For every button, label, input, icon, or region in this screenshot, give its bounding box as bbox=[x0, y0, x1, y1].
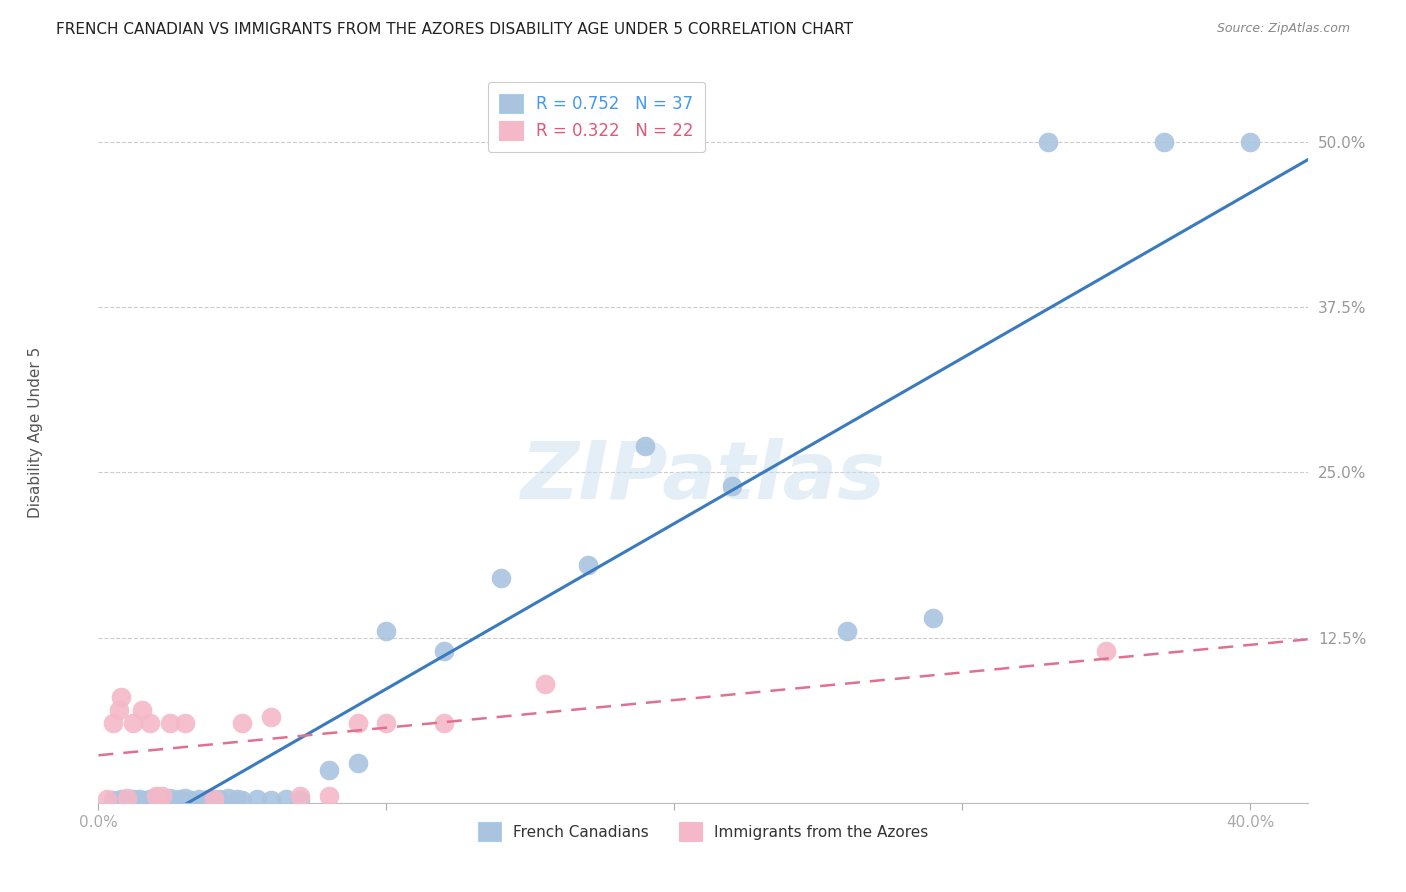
Point bbox=[260, 710, 283, 724]
Point bbox=[318, 763, 340, 777]
Point bbox=[346, 716, 368, 731]
Point bbox=[208, 792, 231, 806]
Point bbox=[202, 792, 225, 806]
Point bbox=[110, 792, 132, 806]
Point bbox=[101, 716, 124, 731]
Point bbox=[288, 793, 311, 807]
Point bbox=[197, 792, 219, 806]
Point bbox=[1095, 644, 1118, 658]
Point bbox=[634, 439, 657, 453]
Point bbox=[246, 792, 269, 806]
Point bbox=[260, 793, 283, 807]
Point bbox=[225, 792, 247, 806]
Point bbox=[835, 624, 858, 638]
Point bbox=[274, 792, 297, 806]
Y-axis label: Disability Age Under 5: Disability Age Under 5 bbox=[28, 347, 42, 518]
Point bbox=[167, 792, 190, 806]
Point bbox=[720, 478, 742, 492]
Point bbox=[375, 624, 398, 638]
Point bbox=[231, 793, 253, 807]
Point bbox=[180, 793, 202, 807]
Point bbox=[1038, 135, 1060, 149]
Point bbox=[122, 792, 145, 806]
Point bbox=[107, 703, 129, 717]
Point bbox=[1239, 135, 1261, 149]
Point bbox=[150, 792, 173, 806]
Point bbox=[533, 677, 555, 691]
Point bbox=[115, 790, 138, 805]
Point bbox=[288, 789, 311, 804]
Text: ZIPatlas: ZIPatlas bbox=[520, 438, 886, 516]
Point bbox=[115, 793, 138, 807]
Point bbox=[433, 644, 456, 658]
Point bbox=[318, 789, 340, 804]
Point bbox=[433, 716, 456, 731]
Point bbox=[159, 716, 181, 731]
Point bbox=[131, 703, 153, 717]
Point bbox=[188, 792, 211, 806]
Point bbox=[491, 571, 513, 585]
Point bbox=[375, 716, 398, 731]
Point bbox=[122, 716, 145, 731]
Text: Source: ZipAtlas.com: Source: ZipAtlas.com bbox=[1216, 22, 1350, 36]
Point bbox=[96, 792, 118, 806]
Point bbox=[922, 610, 945, 624]
Point bbox=[139, 792, 162, 806]
Point bbox=[134, 793, 156, 807]
Point bbox=[128, 792, 150, 806]
Point bbox=[576, 558, 599, 572]
Point bbox=[231, 716, 253, 731]
Point bbox=[217, 790, 239, 805]
Point bbox=[202, 793, 225, 807]
Point bbox=[159, 790, 181, 805]
Point bbox=[173, 716, 195, 731]
Legend: French Canadians, Immigrants from the Azores: French Canadians, Immigrants from the Az… bbox=[471, 816, 935, 847]
Point bbox=[101, 793, 124, 807]
Text: FRENCH CANADIAN VS IMMIGRANTS FROM THE AZORES DISABILITY AGE UNDER 5 CORRELATION: FRENCH CANADIAN VS IMMIGRANTS FROM THE A… bbox=[56, 22, 853, 37]
Point bbox=[139, 716, 162, 731]
Point bbox=[1153, 135, 1175, 149]
Point bbox=[145, 790, 167, 805]
Point bbox=[110, 690, 132, 704]
Point bbox=[173, 790, 195, 805]
Point bbox=[150, 789, 173, 804]
Point bbox=[346, 756, 368, 771]
Point bbox=[145, 789, 167, 804]
